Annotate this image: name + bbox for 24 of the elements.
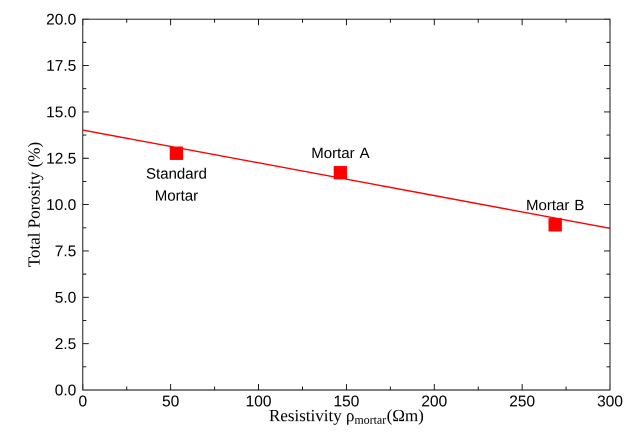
y-tick-label: 15.0	[47, 106, 76, 118]
x-tick-label: 100	[246, 396, 271, 406]
x-tick-label: 0	[79, 396, 87, 406]
y-tick-label: 7.5	[56, 246, 76, 256]
y-tick-label: 2.5	[56, 338, 76, 350]
y-axis-title: Total Porosity (%)	[28, 142, 44, 267]
annotation: Mortar B	[527, 200, 584, 210]
x-tick-label: 200	[422, 396, 447, 406]
x-axis-title: Resistivity ρ$_{mortar}$(Ωm)	[269, 409, 424, 425]
y-tick-label: 0.0	[55, 384, 76, 396]
y-tick-label: 20.0	[46, 14, 76, 25]
point	[334, 166, 348, 180]
y-tick-label: 10.0	[47, 199, 76, 210]
y-tick-label: 12.5	[47, 152, 76, 164]
point	[170, 146, 184, 160]
annotation: Standard Mortar	[146, 168, 206, 201]
x-tick-label: 300	[598, 396, 622, 406]
y-tick-label: 5.0	[55, 292, 76, 303]
x-tick-label: 150	[334, 396, 359, 406]
point	[548, 218, 562, 232]
annotation: Mortar A	[312, 148, 370, 158]
y-tick-label: 17.5	[47, 60, 76, 71]
x-tick-label: 50	[162, 396, 179, 406]
x-tick-label: 250	[510, 396, 534, 406]
